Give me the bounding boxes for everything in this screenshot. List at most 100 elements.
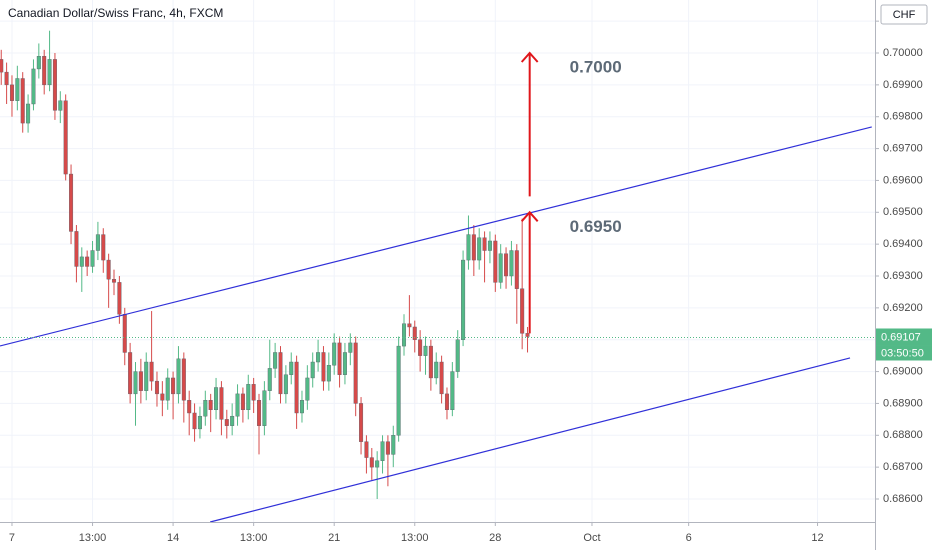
chart-title: Canadian Dollar/Swiss Franc, 4h, FXCM xyxy=(8,6,223,20)
candle-body xyxy=(144,361,149,391)
candle-body xyxy=(165,377,170,401)
candle-body xyxy=(509,250,514,277)
target-label: 0.6950 xyxy=(570,217,622,236)
candle-body xyxy=(294,361,299,414)
y-tick-label: 0.70000 xyxy=(883,47,923,59)
y-tick-label: 0.69200 xyxy=(883,302,923,314)
candle-body xyxy=(208,400,213,411)
y-tick-label: 0.69900 xyxy=(883,79,923,91)
candle-body xyxy=(310,361,315,379)
candle-body xyxy=(439,361,444,395)
candle-body xyxy=(493,240,498,283)
currency-label[interactable]: CHF xyxy=(893,9,916,21)
candle-body xyxy=(52,59,57,111)
candle-body xyxy=(278,352,283,395)
countdown-label: 03:50:50 xyxy=(881,347,924,359)
candle-body xyxy=(471,234,476,261)
candle-body xyxy=(418,339,423,356)
y-tick-label: 0.69600 xyxy=(883,174,923,186)
candle-body xyxy=(95,234,100,251)
x-tick-label: 28 xyxy=(489,532,501,544)
candle-body xyxy=(326,365,331,382)
candle-body xyxy=(316,352,321,363)
candle-body xyxy=(192,412,197,430)
candle-body xyxy=(128,352,133,395)
candle-body xyxy=(332,342,337,366)
candle-body xyxy=(0,59,4,73)
candle-body xyxy=(26,103,31,124)
candle-body xyxy=(262,390,267,426)
candle-body xyxy=(412,326,417,340)
trend-line xyxy=(0,126,872,347)
candle-body xyxy=(79,256,84,267)
arrow-head xyxy=(520,51,539,63)
candle-body xyxy=(197,415,202,430)
candle-body xyxy=(461,259,466,340)
candle-body xyxy=(154,380,159,395)
x-tick-label: 13:00 xyxy=(401,532,429,544)
candle-body xyxy=(477,237,482,261)
x-tick-label: 12 xyxy=(811,532,823,544)
candle-body xyxy=(407,323,412,328)
candle-body xyxy=(106,259,111,280)
y-tick-label: 0.68800 xyxy=(883,429,923,441)
y-tick-label: 0.69700 xyxy=(883,142,923,154)
y-tick-label: 0.69800 xyxy=(883,111,923,123)
candle-body xyxy=(224,419,229,426)
candle-body xyxy=(58,100,63,111)
currency-box[interactable] xyxy=(880,4,928,25)
candle-body xyxy=(42,55,47,86)
candle-body xyxy=(289,361,294,375)
candle-body xyxy=(428,345,433,379)
candle-body xyxy=(149,361,154,382)
x-tick-label: 14 xyxy=(167,532,179,544)
arrow-head xyxy=(520,210,539,222)
candle-body xyxy=(47,59,52,86)
x-tick-label: 13:00 xyxy=(79,532,107,544)
candle-body xyxy=(20,78,25,124)
candle-body xyxy=(240,393,245,411)
last-price-label: 0.69107 xyxy=(881,331,921,343)
candle-body xyxy=(466,234,471,261)
candle-body xyxy=(337,342,342,375)
candle-body xyxy=(380,441,385,461)
candle-body xyxy=(434,361,439,379)
candle-body xyxy=(402,323,407,347)
candle-body xyxy=(235,393,240,417)
candle-body xyxy=(171,377,176,395)
candle-body xyxy=(321,352,326,382)
y-tick-label: 0.69300 xyxy=(883,270,923,282)
candle-body xyxy=(117,282,122,315)
y-tick-label: 0.68900 xyxy=(883,397,923,409)
candle-body xyxy=(353,342,358,404)
target-label: 0.7000 xyxy=(570,57,622,76)
candle-body xyxy=(133,371,138,395)
candle-body xyxy=(122,314,127,353)
x-tick-label: 13:00 xyxy=(240,532,268,544)
y-tick-label: 0.69400 xyxy=(883,238,923,250)
candle-body xyxy=(504,253,509,277)
candle-body xyxy=(487,240,492,251)
candle-body xyxy=(85,256,90,267)
candle-body xyxy=(455,339,460,372)
candle-body xyxy=(267,368,272,391)
y-tick-label: 0.68600 xyxy=(883,493,923,505)
candle-body xyxy=(482,237,487,251)
candle-body xyxy=(15,78,20,101)
candle-body xyxy=(219,387,224,420)
candle-body xyxy=(214,387,219,411)
x-tick-label: 7 xyxy=(9,532,15,544)
candle-body xyxy=(273,352,278,369)
last-price-box xyxy=(876,328,932,346)
candle-body xyxy=(63,100,68,175)
candle-body xyxy=(498,253,503,283)
trend-line xyxy=(209,357,851,523)
candle-body xyxy=(391,435,396,455)
candle-body xyxy=(203,400,208,417)
candle-body xyxy=(101,234,106,261)
candle-body xyxy=(299,400,304,414)
candle-body xyxy=(348,342,353,353)
